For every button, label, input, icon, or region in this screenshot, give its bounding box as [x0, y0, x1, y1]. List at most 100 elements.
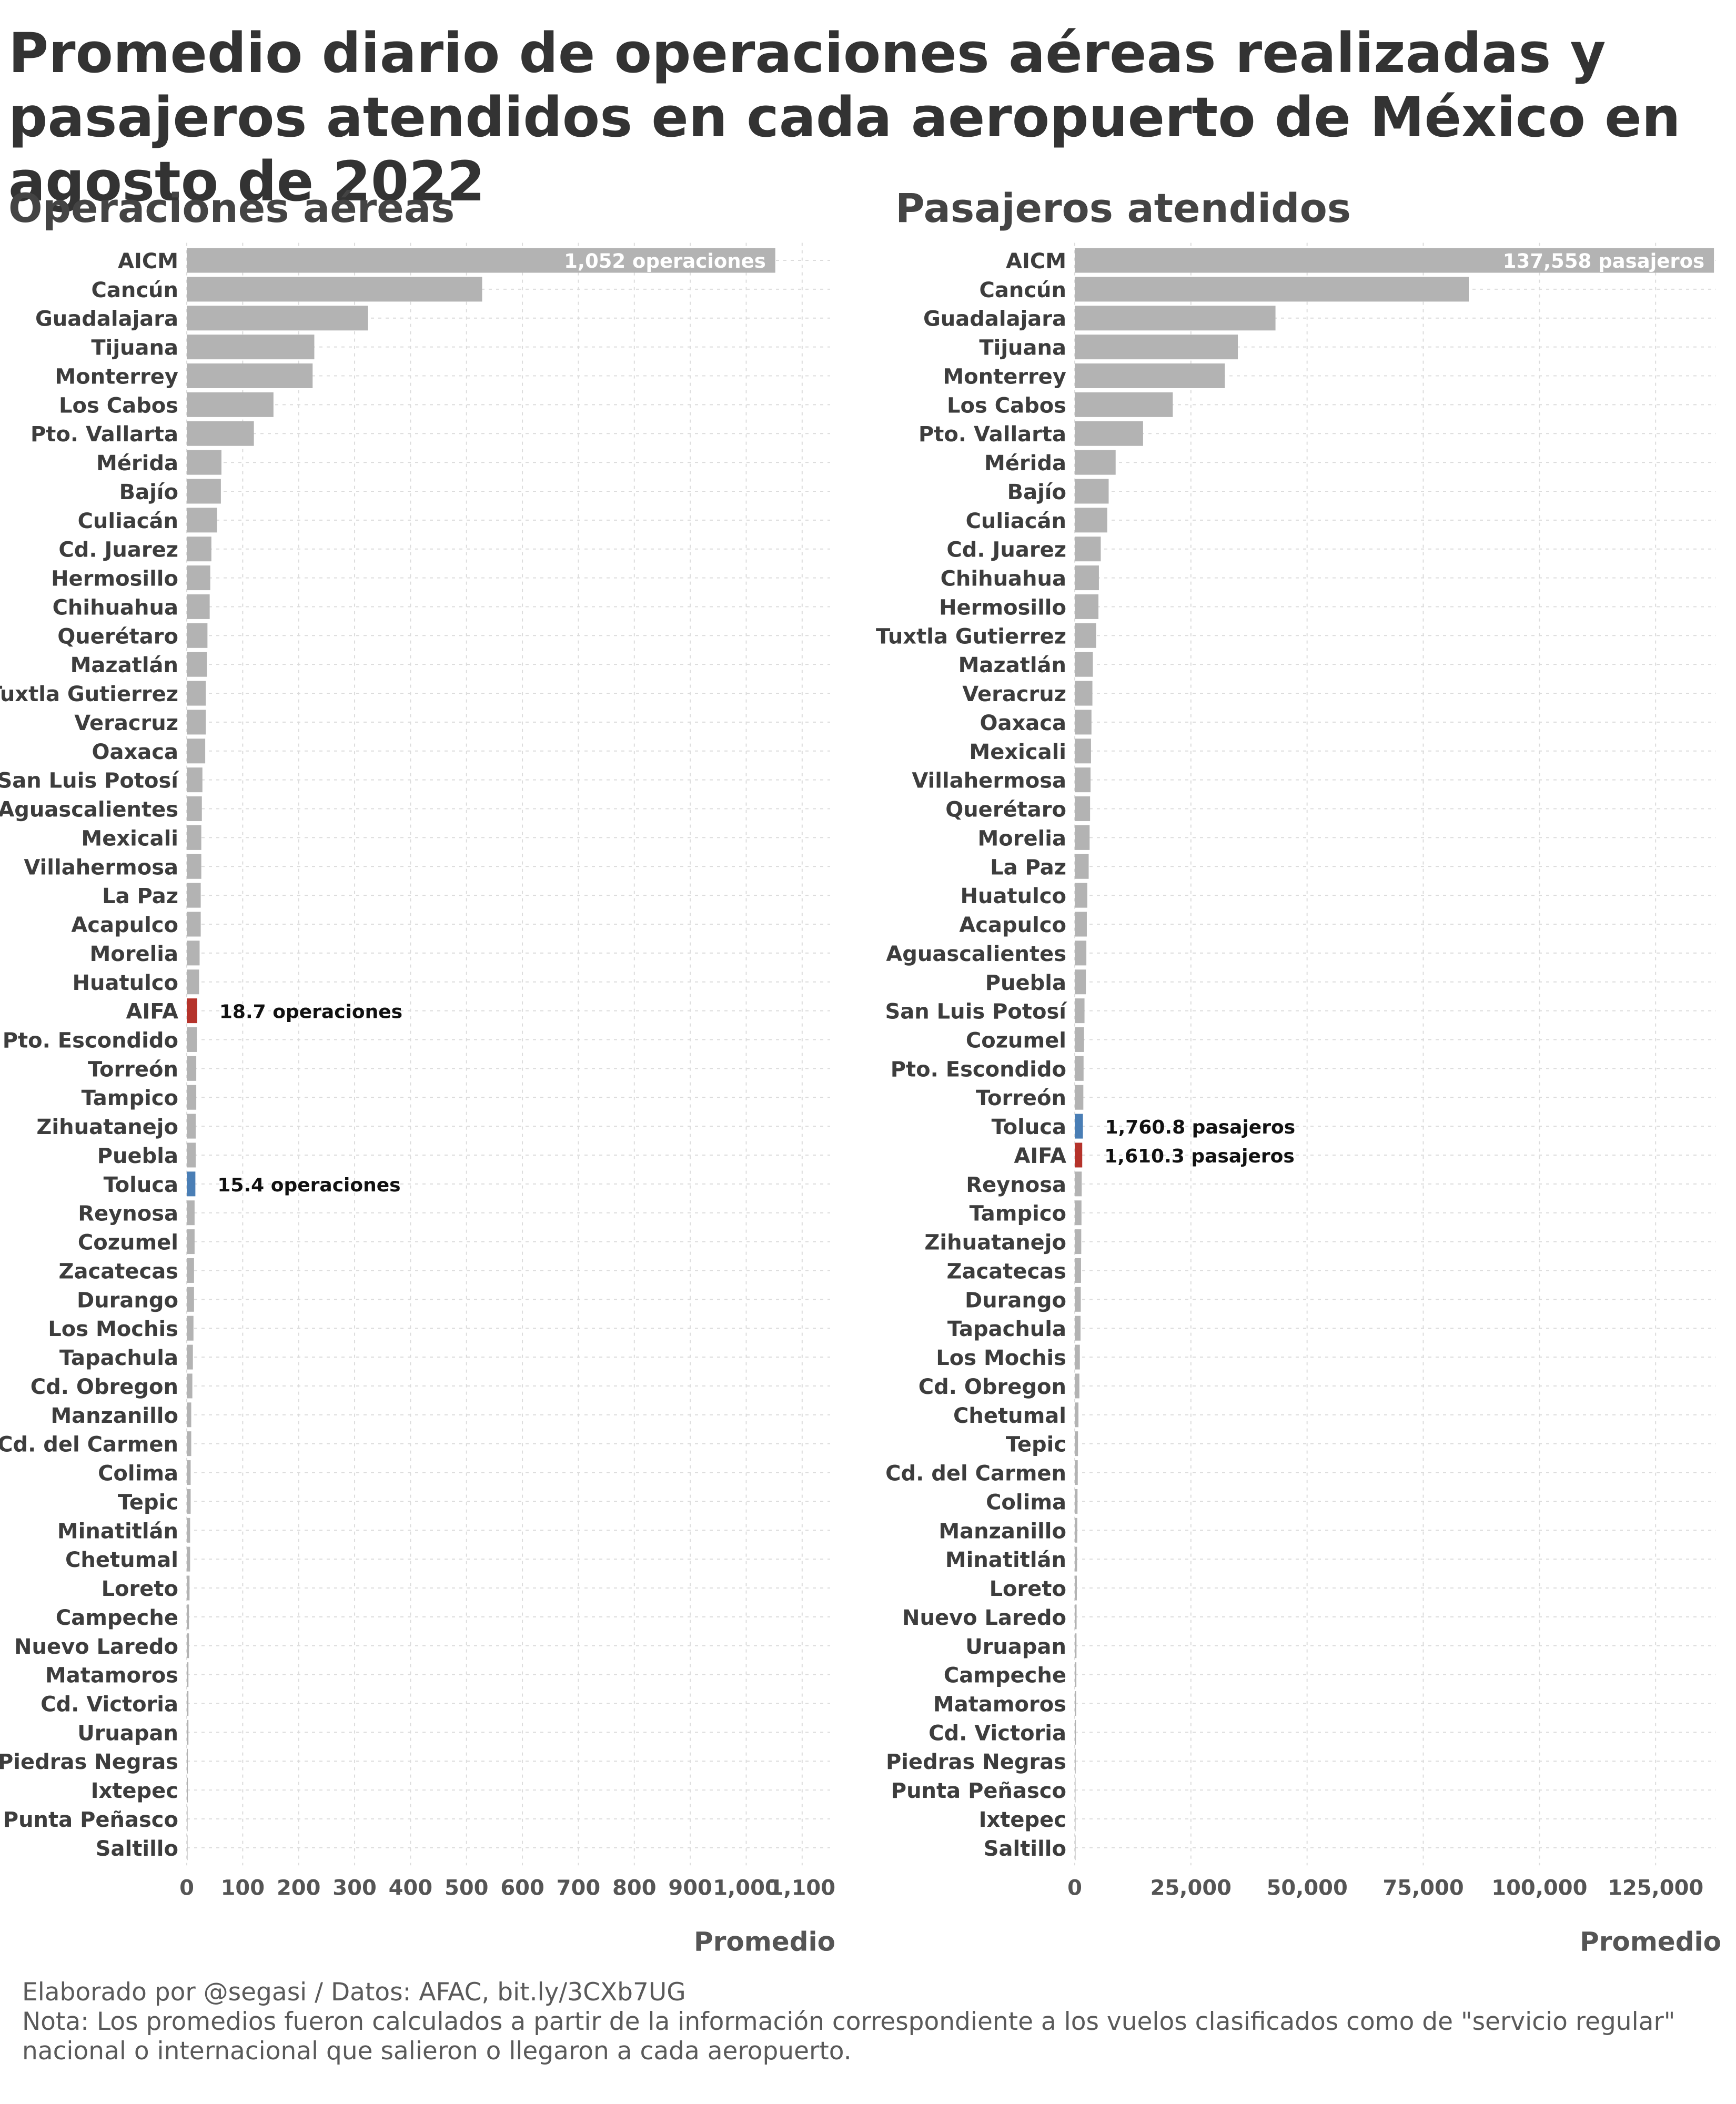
- ops-category-label: Oaxaca: [92, 740, 179, 764]
- pax-category-label: Chihuahua: [941, 567, 1066, 591]
- pax-category-label: Los Cabos: [947, 393, 1066, 418]
- pax-bar: [1075, 479, 1109, 504]
- pax-data-label: 1,610.3 pasajeros: [1104, 1146, 1295, 1167]
- pax-category-label: Minatitlán: [945, 1548, 1066, 1572]
- ops-category-label: Torreón: [88, 1057, 178, 1081]
- ops-bar: [187, 796, 202, 822]
- ops-x-tick-label: 200: [277, 1876, 321, 1900]
- ops-bar: [187, 479, 221, 504]
- pax-bar: [1075, 1344, 1080, 1370]
- ops-x-tick-label: 1,000: [713, 1876, 780, 1900]
- pax-bar: [1075, 450, 1116, 475]
- pax-bar: [1075, 508, 1107, 533]
- pax-category-label: Tuxtla Gutierrez: [876, 624, 1066, 649]
- pax-category-label: Villahermosa: [912, 769, 1066, 793]
- pax-category-label: Aguascalientes: [886, 942, 1066, 966]
- ops-bar: [187, 594, 210, 619]
- ops-bar: [187, 1402, 191, 1428]
- pax-category-label: Veracruz: [962, 682, 1066, 706]
- ops-category-label: Loreto: [102, 1577, 178, 1601]
- pax-category-label: Oaxaca: [980, 711, 1067, 735]
- ops-category-label: Campeche: [56, 1606, 178, 1630]
- ops-category-label: Punta Peñasco: [3, 1808, 178, 1832]
- ops-category-label: Mexicali: [81, 826, 178, 851]
- pax-category-label: Saltillo: [984, 1837, 1066, 1861]
- pax-bar: [1075, 1575, 1077, 1601]
- pax-category-label: Mazatlán: [958, 653, 1066, 677]
- pax-bar: [1075, 1691, 1076, 1716]
- pax-bar: [1075, 1719, 1076, 1745]
- ops-bar: [187, 565, 210, 591]
- ops-bar: [187, 508, 217, 533]
- pax-bar: [1075, 1114, 1083, 1139]
- ops-category-label: Cd. Juarez: [58, 538, 178, 562]
- ops-bar: [187, 363, 313, 388]
- ops-bar: [187, 1777, 188, 1803]
- ops-panel-title: Operaciones aéreas: [8, 185, 455, 231]
- pax-bar: [1075, 1662, 1077, 1687]
- pax-category-label: Hermosillo: [939, 595, 1066, 620]
- ops-category-label: Monterrey: [55, 365, 178, 389]
- ops-category-label: Morelia: [89, 942, 178, 966]
- ops-x-tick-label: 600: [500, 1876, 544, 1900]
- ops-bar: [187, 335, 315, 360]
- pax-bar: [1075, 796, 1091, 822]
- pax-bar: [1075, 1027, 1084, 1052]
- pax-bar: [1075, 1518, 1077, 1543]
- pax-category-label: Nuevo Laredo: [902, 1606, 1066, 1630]
- ops-bar: [187, 710, 206, 735]
- pax-bar: [1075, 537, 1101, 562]
- pax-category-label: Zacatecas: [947, 1259, 1066, 1283]
- pax-bar: [1075, 1287, 1081, 1312]
- ops-bar: [187, 1373, 193, 1399]
- ops-category-label: Bajío: [119, 480, 178, 504]
- pax-category-label: Tampico: [970, 1202, 1066, 1226]
- ops-category-label: Cancún: [92, 278, 179, 302]
- pax-category-label: Torreón: [976, 1086, 1066, 1110]
- pax-category-label: Loreto: [990, 1577, 1066, 1601]
- pax-category-label: Cd. Victoria: [928, 1721, 1066, 1745]
- pax-category-label: Cd. Juarez: [946, 538, 1066, 562]
- ops-bar: [187, 1229, 195, 1255]
- pax-bar: [1075, 1546, 1077, 1572]
- ops-x-tick-label: 300: [332, 1876, 377, 1900]
- ops-bar: [187, 277, 482, 302]
- pax-category-label: Pto. Vallarta: [919, 422, 1066, 447]
- ops-category-label: Chihuahua: [53, 595, 178, 620]
- ops-category-label: Zihuatanejo: [36, 1115, 178, 1139]
- pax-bar: [1075, 1431, 1078, 1456]
- pax-x-tick-label: 0: [1067, 1876, 1082, 1900]
- pax-x-tick-label: 100,000: [1491, 1876, 1587, 1900]
- pax-category-label: Durango: [965, 1288, 1066, 1312]
- ops-category-label: Cd. Obregon: [31, 1375, 178, 1399]
- pax-bar: [1075, 1258, 1081, 1283]
- ops-bar: [187, 940, 200, 966]
- pax-bar: [1075, 306, 1276, 331]
- pax-bar: [1075, 392, 1173, 417]
- pax-category-label: Puebla: [985, 971, 1066, 995]
- note-text: Nota: Los promedios fueron calculados a …: [22, 2007, 1676, 2066]
- pax-bar: [1075, 1200, 1082, 1226]
- ops-category-label: Minatitlán: [57, 1519, 178, 1543]
- pax-bar: [1075, 825, 1090, 850]
- ops-x-tick-label: 500: [445, 1876, 489, 1900]
- ops-category-label: Durango: [77, 1288, 178, 1312]
- ops-category-label: Nuevo Laredo: [14, 1635, 178, 1659]
- ops-bar: [187, 912, 201, 937]
- pax-x-tick-label: 75,000: [1382, 1876, 1464, 1900]
- pax-category-label: Zihuatanejo: [924, 1231, 1066, 1255]
- pax-bar: [1075, 1229, 1082, 1255]
- pax-bar: [1075, 854, 1089, 879]
- footer: Elaborado por @segasi / Datos: AFAC, bit…: [22, 1978, 1716, 2066]
- ops-bar: [187, 1258, 194, 1283]
- ops-category-label: Veracruz: [74, 711, 178, 735]
- ops-category-label: Aguascalientes: [0, 798, 178, 822]
- ops-bar: [187, 854, 201, 879]
- ops-bar: [187, 1200, 195, 1226]
- pax-bar: [1075, 594, 1099, 619]
- pax-category-label: Cd. del Carmen: [885, 1462, 1066, 1486]
- pax-category-label: Punta Peñasco: [891, 1779, 1066, 1803]
- pax-bar: [1075, 1806, 1076, 1832]
- ops-bar: [187, 767, 203, 793]
- ops-bar: [187, 1056, 197, 1081]
